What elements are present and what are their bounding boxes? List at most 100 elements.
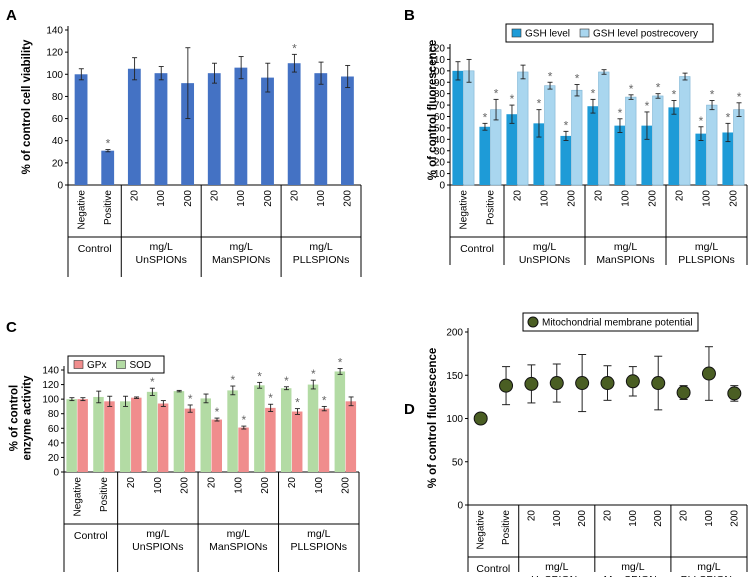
group-label: ManSPIONs bbox=[209, 541, 267, 553]
x-tick-label: 200 bbox=[729, 510, 740, 527]
significance-marker: * bbox=[564, 118, 569, 132]
bar bbox=[291, 411, 303, 472]
bar bbox=[614, 125, 625, 185]
significance-marker: * bbox=[699, 114, 704, 128]
y-tick-label: 0 bbox=[53, 468, 59, 479]
x-tick-label: 100 bbox=[153, 477, 164, 494]
group-label: mg/L bbox=[307, 528, 331, 540]
x-tick-label: Negative bbox=[459, 190, 470, 230]
significance-marker: * bbox=[230, 373, 235, 387]
legend-swatch bbox=[511, 28, 522, 38]
bar bbox=[120, 401, 131, 472]
x-tick-label: 20 bbox=[603, 510, 614, 522]
bar bbox=[706, 104, 718, 186]
y-axis-label: enzyme activity bbox=[22, 375, 34, 461]
significance-marker: * bbox=[284, 374, 289, 388]
y-tick-label: 100 bbox=[46, 70, 63, 81]
significance-marker: * bbox=[188, 392, 193, 406]
group-label: Control bbox=[74, 530, 108, 542]
x-tick-label: 100 bbox=[552, 510, 563, 527]
x-tick-label: 100 bbox=[316, 190, 327, 207]
x-tick-label: 100 bbox=[702, 190, 713, 207]
y-tick-label: 80 bbox=[52, 92, 64, 103]
x-tick-label: 100 bbox=[236, 190, 247, 207]
group-label: mg/L bbox=[533, 241, 557, 253]
significance-marker: * bbox=[322, 393, 327, 407]
group-label: UnSPIONs bbox=[519, 254, 570, 266]
x-tick-label: Negative bbox=[476, 510, 487, 550]
y-tick-label: 60 bbox=[48, 424, 60, 435]
group-label: PLLSPIONs bbox=[681, 574, 738, 577]
bar bbox=[679, 76, 691, 186]
x-tick-label: 20 bbox=[126, 477, 137, 489]
bar bbox=[733, 109, 745, 186]
x-tick-label: Positive bbox=[501, 510, 512, 545]
bar bbox=[287, 63, 301, 185]
bar bbox=[238, 427, 249, 472]
significance-marker: * bbox=[672, 88, 677, 102]
bar bbox=[234, 67, 248, 185]
data-point bbox=[727, 386, 742, 401]
group-label: ManSPIONs bbox=[212, 254, 270, 266]
significance-marker: * bbox=[215, 405, 220, 419]
significance-marker: * bbox=[656, 81, 661, 95]
group-label: mg/L bbox=[614, 241, 638, 253]
panel-d: D % of control fluorescence 0 50 100 150 200 Ne… bbox=[404, 312, 748, 577]
group-label: PLLSPIONs bbox=[293, 254, 350, 266]
data-point bbox=[701, 366, 716, 381]
bar bbox=[625, 96, 637, 186]
legend-label: GSH level bbox=[525, 29, 570, 40]
x-tick-label: Negative bbox=[72, 477, 83, 517]
significance-marker: * bbox=[575, 72, 580, 86]
significance-marker: * bbox=[338, 356, 343, 370]
panel-label: C bbox=[6, 319, 17, 336]
significance-marker: * bbox=[241, 413, 246, 427]
panel-label: B bbox=[404, 7, 415, 24]
y-tick-label: 60 bbox=[434, 112, 446, 123]
group-label: mg/L bbox=[309, 241, 333, 253]
bar bbox=[641, 125, 652, 185]
x-tick-label: Positive bbox=[103, 190, 114, 225]
y-tick-label: 80 bbox=[434, 89, 446, 100]
legend-label: GPx bbox=[87, 360, 106, 371]
data-point bbox=[676, 385, 691, 400]
bar bbox=[261, 77, 274, 185]
y-tick-label: 120 bbox=[428, 44, 445, 55]
legend-box bbox=[67, 355, 165, 374]
bar bbox=[146, 391, 158, 472]
x-tick-label: 100 bbox=[628, 510, 639, 527]
x-tick-label: 20 bbox=[210, 190, 221, 202]
y-tick-label: 0 bbox=[57, 181, 63, 192]
bar bbox=[452, 70, 463, 185]
bar bbox=[587, 106, 598, 185]
y-tick-label: 40 bbox=[434, 135, 446, 146]
group-label: UnSPIONs bbox=[136, 254, 187, 266]
y-tick-label: 80 bbox=[48, 409, 60, 420]
data-point bbox=[625, 374, 640, 389]
group-label: PLLSPIONs bbox=[290, 541, 347, 553]
y-tick-label: 20 bbox=[48, 453, 60, 464]
group-label: Control bbox=[476, 563, 510, 575]
y-tick-label: 60 bbox=[52, 114, 64, 125]
x-tick-label: 20 bbox=[526, 510, 537, 522]
y-tick-label: 20 bbox=[434, 158, 446, 169]
bar bbox=[307, 384, 319, 472]
bar bbox=[652, 95, 664, 186]
group-label: PLLSPIONs bbox=[678, 254, 735, 266]
y-tick-label: 0 bbox=[457, 501, 463, 512]
bar bbox=[207, 73, 221, 185]
legend-swatch bbox=[116, 360, 126, 369]
x-tick-label: 200 bbox=[260, 477, 271, 494]
x-tick-label: 200 bbox=[341, 477, 352, 494]
bar bbox=[173, 391, 185, 472]
y-tick-label: 150 bbox=[446, 371, 463, 382]
bar bbox=[104, 401, 115, 472]
significance-marker: * bbox=[737, 90, 742, 104]
significance-marker: * bbox=[548, 69, 553, 83]
x-tick-label: 100 bbox=[704, 510, 715, 527]
significance-marker: * bbox=[645, 99, 650, 113]
x-tick-label: Positive bbox=[99, 477, 110, 512]
bar bbox=[722, 132, 733, 185]
bar bbox=[506, 114, 517, 185]
